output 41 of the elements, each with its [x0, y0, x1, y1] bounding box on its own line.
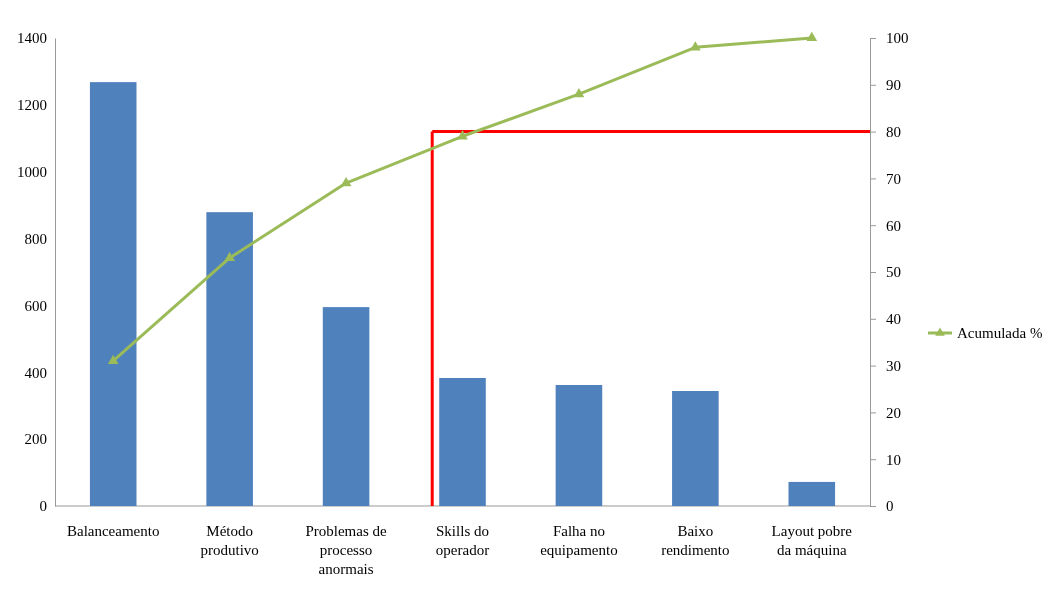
y2-tick-label: 50 — [886, 264, 901, 281]
y-tick-label: 1200 — [17, 97, 47, 114]
y2-tick-label: 40 — [886, 311, 901, 328]
y2-tick-label: 0 — [886, 498, 894, 515]
point — [806, 31, 818, 42]
bar — [322, 307, 370, 506]
bar — [672, 391, 719, 506]
y-tick-label: 200 — [24, 431, 47, 448]
y2-tick-label: 30 — [886, 357, 901, 374]
y-tick-label: 1000 — [17, 164, 47, 181]
x-tick-label: Skills do operador — [435, 523, 490, 558]
y2-tick-label: 10 — [886, 451, 901, 468]
y-tick-label: 1400 — [17, 30, 47, 47]
y-tick-label: 800 — [24, 230, 47, 247]
bar — [89, 82, 137, 506]
x-tick-label: Problemas de processo anormais — [305, 523, 388, 577]
bar — [439, 377, 486, 506]
y2-tick-label: 90 — [886, 77, 901, 94]
y2-tick-label: 100 — [886, 30, 909, 47]
bar — [206, 212, 253, 506]
point — [573, 87, 585, 98]
point — [224, 251, 236, 262]
y2-tick-label: 20 — [886, 404, 901, 421]
bar — [788, 481, 836, 506]
point — [107, 354, 119, 365]
x-tick-label: Método produtivo — [200, 523, 259, 558]
bar — [555, 384, 603, 506]
legend-label: Acumulada % — [957, 325, 1043, 341]
point — [340, 176, 352, 187]
x-tick-label: Layout pobre da máquina — [771, 523, 853, 558]
x-tick-label: Balanceamento — [66, 523, 160, 539]
y2-tick-label: 80 — [886, 123, 901, 140]
x-tick-label: Baixo rendimento — [661, 523, 730, 558]
y-tick-label: 600 — [24, 297, 47, 314]
y2-tick-label: 60 — [886, 217, 901, 234]
point — [689, 41, 701, 51]
point — [457, 130, 468, 140]
y-tick-label: 400 — [24, 364, 47, 381]
y2-tick-label: 70 — [886, 170, 901, 187]
x-tick-label: Falha no equipamento — [540, 523, 618, 558]
y-tick-label: 0 — [39, 498, 47, 515]
